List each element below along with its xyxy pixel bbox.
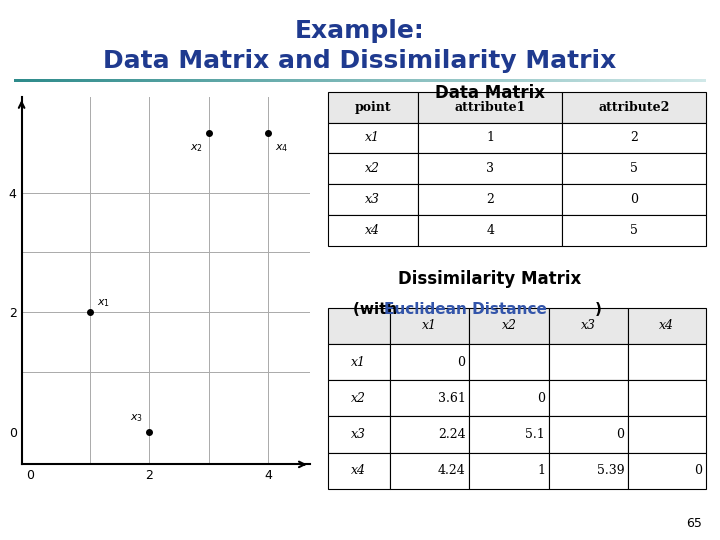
- Text: 2: 2: [630, 131, 638, 145]
- Text: attribute2: attribute2: [598, 100, 670, 114]
- Bar: [469, 344, 549, 380]
- Text: x1: x1: [366, 131, 380, 145]
- Bar: [328, 215, 418, 246]
- Bar: [328, 92, 418, 123]
- Text: x2: x2: [366, 162, 380, 176]
- Bar: [469, 453, 549, 489]
- Text: x4: x4: [366, 224, 380, 237]
- Bar: [328, 416, 390, 453]
- Bar: [549, 380, 628, 416]
- Text: point: point: [355, 100, 391, 114]
- Text: x3: x3: [366, 193, 380, 206]
- Bar: [469, 380, 549, 416]
- Text: $x_2$: $x_2$: [189, 142, 203, 154]
- Bar: [549, 344, 628, 380]
- Bar: [562, 184, 706, 215]
- Text: 3.61: 3.61: [438, 392, 466, 405]
- Text: $x_4$: $x_4$: [275, 142, 289, 154]
- Text: x3: x3: [351, 428, 366, 441]
- Bar: [390, 308, 469, 344]
- Text: Euclidean Distance: Euclidean Distance: [384, 302, 547, 318]
- Text: 4.24: 4.24: [438, 464, 466, 477]
- Bar: [390, 453, 469, 489]
- Text: 0: 0: [537, 392, 545, 405]
- Text: 3: 3: [486, 162, 494, 176]
- Text: 2.24: 2.24: [438, 428, 466, 441]
- Text: (with: (with: [353, 302, 402, 318]
- Bar: [328, 344, 390, 380]
- Bar: [390, 416, 469, 453]
- Text: x3: x3: [581, 319, 596, 333]
- Bar: [390, 380, 469, 416]
- Bar: [549, 308, 628, 344]
- Text: 0: 0: [694, 464, 702, 477]
- Text: 2: 2: [486, 193, 494, 206]
- Text: attribute1: attribute1: [454, 100, 526, 114]
- Text: x2: x2: [502, 319, 516, 333]
- Bar: [469, 308, 549, 344]
- Bar: [328, 380, 390, 416]
- Bar: [562, 123, 706, 153]
- Bar: [418, 215, 562, 246]
- Bar: [562, 92, 706, 123]
- Text: 4: 4: [486, 224, 494, 237]
- Text: Data Matrix and Dissimilarity Matrix: Data Matrix and Dissimilarity Matrix: [104, 49, 616, 72]
- Bar: [628, 453, 706, 489]
- Text: ): ): [595, 302, 602, 318]
- Bar: [628, 344, 706, 380]
- Text: 65: 65: [686, 517, 702, 530]
- Text: 1: 1: [537, 464, 545, 477]
- Text: x4: x4: [351, 464, 366, 477]
- Text: 1: 1: [486, 131, 494, 145]
- Bar: [390, 344, 469, 380]
- Bar: [628, 416, 706, 453]
- Bar: [628, 380, 706, 416]
- Bar: [549, 416, 628, 453]
- Text: Dissimilarity Matrix: Dissimilarity Matrix: [398, 270, 581, 288]
- Bar: [562, 215, 706, 246]
- Text: 5.39: 5.39: [597, 464, 624, 477]
- Text: x2: x2: [351, 392, 366, 405]
- Text: x4: x4: [660, 319, 675, 333]
- Bar: [628, 308, 706, 344]
- Text: 5: 5: [630, 224, 638, 237]
- Text: 5: 5: [630, 162, 638, 176]
- Text: 0: 0: [630, 193, 638, 206]
- Bar: [328, 123, 418, 153]
- Bar: [328, 453, 390, 489]
- Text: x1: x1: [351, 355, 366, 369]
- Text: Example:: Example:: [295, 19, 425, 43]
- Text: 0: 0: [458, 355, 466, 369]
- Text: x1: x1: [422, 319, 437, 333]
- Text: 0: 0: [616, 428, 624, 441]
- Bar: [328, 308, 390, 344]
- Bar: [418, 184, 562, 215]
- Text: $x_3$: $x_3$: [130, 413, 143, 424]
- Bar: [562, 153, 706, 184]
- Bar: [328, 184, 418, 215]
- Bar: [328, 153, 418, 184]
- Bar: [549, 453, 628, 489]
- Bar: [418, 153, 562, 184]
- Bar: [418, 92, 562, 123]
- Bar: [418, 123, 562, 153]
- Bar: [469, 416, 549, 453]
- Text: $x_1$: $x_1$: [97, 298, 110, 309]
- Text: 5.1: 5.1: [525, 428, 545, 441]
- Text: Data Matrix: Data Matrix: [435, 84, 544, 102]
